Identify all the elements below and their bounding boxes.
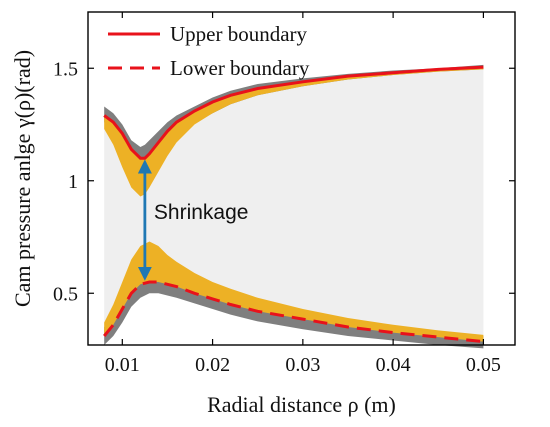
upper-boundary-line [103, 65, 484, 160]
x-tick-label: 0.04 [376, 354, 411, 376]
y-tick-label: 1.5 [53, 58, 78, 80]
x-axis-title: Radial distance ρ (m) [207, 392, 396, 417]
legend: Upper boundary Lower boundary [108, 22, 310, 80]
x-tick-label: 0.01 [105, 354, 140, 376]
x-tick-label: 0.05 [466, 354, 501, 376]
shrinkage-label: Shrinkage [154, 201, 249, 224]
y-axis-title: Cam pressure anlge γ(ρ)(rad) [10, 50, 35, 307]
plot-area: Shrinkage [103, 64, 484, 349]
annotation-layer: Shrinkage [137, 159, 249, 281]
lines-layer [103, 65, 484, 344]
ticks-layer: 0.01 0.02 0.03 0.04 0.05 0.5 1 1.5 [53, 12, 515, 376]
x-tick-label: 0.03 [285, 354, 320, 376]
y-tick-label: 1 [68, 171, 78, 193]
feasible-region [104, 67, 484, 342]
y-tick-label: 0.5 [53, 283, 78, 305]
x-tick-label: 0.02 [195, 354, 230, 376]
legend-label-lower-boundary: Lower boundary [170, 56, 310, 80]
lower-boundary-line [103, 280, 484, 344]
axes-frame [87, 11, 516, 346]
legend-label-upper-boundary: Upper boundary [170, 22, 308, 46]
